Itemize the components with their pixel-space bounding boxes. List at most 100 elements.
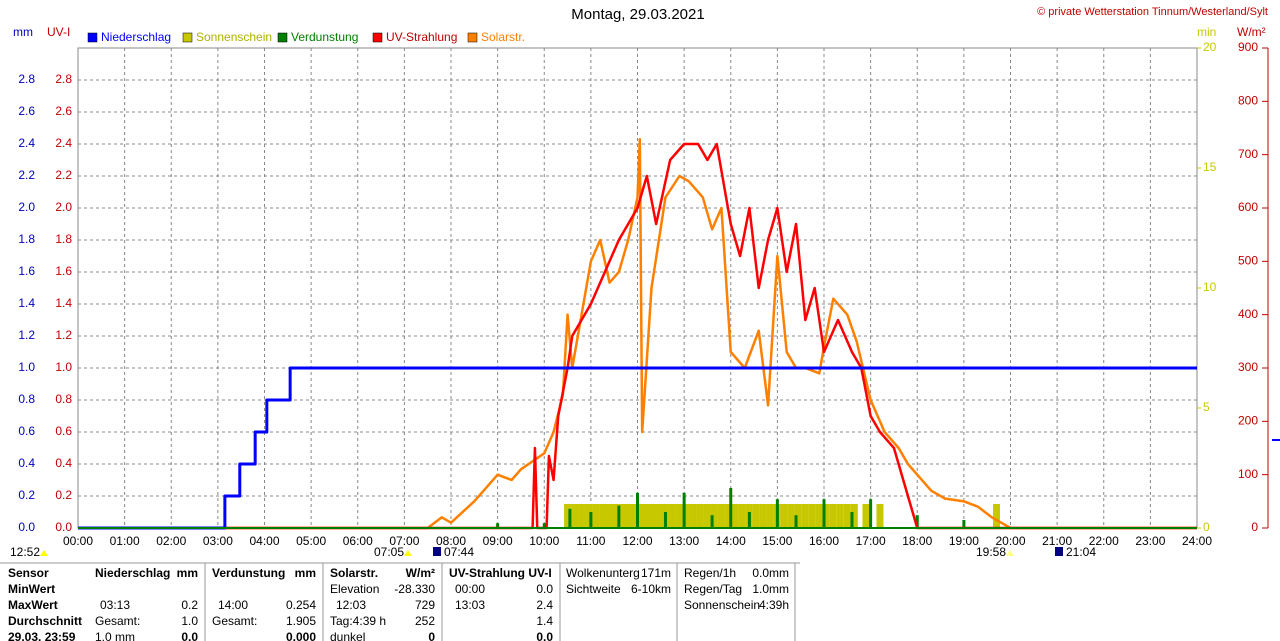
cell: 252 — [415, 614, 435, 628]
y-tick-label: 2.0 — [55, 200, 72, 214]
cell: 13:03 — [455, 598, 485, 612]
x-tick-label: 07:00 — [389, 534, 419, 548]
x-tick-label: 15:00 — [762, 534, 792, 548]
cell: Tag:4:39 h — [330, 614, 386, 628]
bar — [647, 504, 655, 528]
sun-icon — [404, 550, 412, 556]
y-tick-label: 1.6 — [18, 264, 35, 278]
y-tick-label: 0.8 — [18, 392, 35, 406]
legend-label: Sonnenschein — [196, 30, 272, 44]
y-tick-label: 0.6 — [18, 424, 35, 438]
bar — [613, 504, 621, 528]
y-tick-label: 0.8 — [55, 392, 72, 406]
bar — [682, 504, 690, 528]
spike — [496, 523, 500, 528]
bar — [876, 504, 884, 528]
x-tick-label: 24:00 — [1182, 534, 1212, 548]
spike — [568, 508, 572, 528]
bar — [620, 504, 628, 528]
spike — [747, 512, 751, 528]
bar — [766, 504, 774, 528]
cell: 0 — [428, 630, 435, 641]
bar — [822, 504, 830, 528]
bar — [829, 504, 837, 528]
sun-icon — [1006, 550, 1014, 556]
source: © private Wetterstation Tinnum/Westerlan… — [1037, 6, 1268, 18]
cell: 0.0 — [536, 582, 553, 596]
col-header: Niederschlag — [95, 566, 170, 580]
x-tick-label: 03:00 — [203, 534, 233, 548]
spike — [636, 492, 639, 528]
y2-tick-label: 15 — [1203, 160, 1217, 174]
spike — [589, 512, 593, 528]
y-tick-label: 0.2 — [18, 488, 35, 502]
bar — [571, 504, 579, 528]
x-tick-label: 09:00 — [483, 534, 513, 548]
y3-tick-label: 500 — [1238, 254, 1258, 268]
cell: 1.905 — [286, 614, 316, 628]
legend-swatch — [182, 32, 193, 43]
y-tick-label: 1.4 — [18, 296, 35, 310]
bar — [843, 504, 851, 528]
y-tick-label: 1.8 — [55, 232, 72, 246]
legend-label: Niederschlag — [101, 30, 171, 44]
cell: 0.2 — [181, 598, 198, 612]
y-tick-label: 2.6 — [55, 104, 72, 118]
spike — [962, 520, 966, 528]
cell: Gesamt: — [95, 614, 140, 628]
spike — [794, 515, 798, 528]
y3-tick-label: 800 — [1238, 94, 1258, 108]
x-tick-label: 22:00 — [1089, 534, 1119, 548]
unit: W/m² — [406, 566, 435, 580]
spike — [822, 499, 826, 528]
y3-tick-label: 200 — [1238, 414, 1258, 428]
cell: 4:39h — [759, 598, 789, 612]
sun-label: 19:58 — [976, 545, 1006, 559]
bar — [703, 504, 711, 528]
cell: 6-10km — [631, 582, 671, 596]
cell: 2.4 — [536, 598, 553, 612]
unit: mm — [177, 566, 198, 580]
bar — [696, 504, 704, 528]
bar — [654, 504, 662, 528]
y-tick-label: 2.2 — [18, 168, 35, 182]
y-tick-label: 2.8 — [18, 72, 35, 86]
cell: Regen/Tag — [684, 582, 742, 596]
y-tick-label: 1.4 — [55, 296, 72, 310]
row-header: MinWert — [8, 582, 55, 596]
spike — [682, 492, 686, 528]
bar — [787, 504, 795, 528]
stats-table: Sensor MinWert MaxWert Durchschnitt 29.0… — [0, 562, 800, 641]
legend-swatch — [467, 32, 478, 43]
bar — [592, 504, 600, 528]
x-tick-label: 13:00 — [669, 534, 699, 548]
sun-label: 07:44 — [444, 545, 474, 559]
col-header: UV-Strahlung UV-I — [449, 566, 552, 580]
sun-label: 12:52 — [10, 545, 40, 559]
y-tick-label: 1.6 — [55, 264, 72, 278]
y3-tick-label: 0 — [1251, 520, 1258, 534]
x-tick-label: 18:00 — [902, 534, 932, 548]
row-header: MaxWert — [8, 598, 58, 612]
x-tick-label: 23:00 — [1135, 534, 1165, 548]
cell: dunkel — [330, 630, 365, 641]
bar — [752, 504, 760, 528]
unit: mm — [295, 566, 316, 580]
bar — [815, 504, 823, 528]
cell: 1.0mm — [752, 582, 789, 596]
y3-tick-label: 600 — [1238, 200, 1258, 214]
spike — [850, 512, 854, 528]
y-axis-label: UV-I — [47, 25, 70, 39]
bar — [808, 504, 816, 528]
x-tick-label: 04:00 — [249, 534, 279, 548]
x-tick-label: 05:00 — [296, 534, 326, 548]
x-tick-label: 20:00 — [995, 534, 1025, 548]
bar — [710, 504, 718, 528]
y-tick-label: 2.2 — [55, 168, 72, 182]
row-header: 29.03. 23:59 — [8, 630, 76, 641]
legend-label: UV-Strahlung — [386, 30, 457, 44]
x-tick-label: 17:00 — [856, 534, 886, 548]
y3-tick-label: 900 — [1238, 40, 1258, 54]
y-tick-label: 2.4 — [18, 136, 35, 150]
y2-tick-label: 5 — [1203, 400, 1210, 414]
